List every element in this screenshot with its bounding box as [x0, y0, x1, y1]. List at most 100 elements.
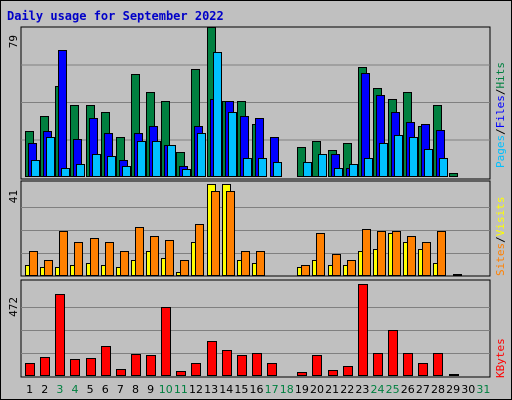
bar-sites-day-4: [74, 242, 83, 276]
bar-sites-day-24: [377, 231, 386, 276]
bar-pages-day-2: [46, 137, 55, 177]
bar-pages-day-3: [61, 168, 70, 177]
bar-kbytes-day-4: [70, 359, 80, 376]
bar-pages-day-17: [273, 162, 282, 177]
x-tick-label-21: 21: [325, 383, 339, 396]
bar-kbytes-day-3: [55, 294, 65, 376]
legend-entry-kbytes: KBytes: [494, 338, 507, 378]
bar-kbytes-day-13: [207, 341, 217, 376]
x-tick-label-3: 3: [56, 383, 63, 396]
bar-kbytes-day-2: [40, 357, 50, 376]
x-tick-label-26: 26: [401, 383, 415, 396]
bar-pages-day-26: [409, 137, 418, 177]
bar-sites-day-13: [211, 191, 220, 276]
x-tick-label-18: 18: [280, 383, 294, 396]
bar-sites-day-25: [392, 231, 401, 276]
x-tick-label-15: 15: [234, 383, 248, 396]
bar-kbytes-day-6: [101, 346, 111, 376]
bars: [25, 27, 462, 376]
bar-pages-day-12: [197, 133, 206, 177]
legend-entry-: /: [494, 128, 507, 135]
bar-pages-day-5: [92, 154, 101, 177]
bar-kbytes-day-14: [222, 350, 232, 376]
x-tick-label-19: 19: [295, 383, 309, 396]
bar-pages-day-9: [152, 141, 161, 177]
bar-pages-day-7: [122, 166, 131, 177]
bar-kbytes-day-11: [176, 371, 186, 376]
x-tick-label-5: 5: [87, 383, 94, 396]
bar-pages-day-4: [76, 164, 85, 177]
bar-sites-day-11: [180, 260, 189, 276]
bar-kbytes-day-16: [252, 353, 262, 376]
bar-sites-day-7: [120, 251, 129, 276]
x-tick-label-7: 7: [117, 383, 124, 396]
bar-sites-day-16: [256, 251, 265, 276]
bar-kbytes-day-9: [146, 355, 156, 376]
bar-sites-day-8: [135, 227, 144, 276]
bar-pages-day-13: [213, 52, 222, 177]
x-tick-label-23: 23: [355, 383, 369, 396]
legend-kbytes: KBytes: [494, 338, 507, 378]
chart-title: Daily usage for September 2022: [7, 9, 224, 23]
legend-entry-visits: Visits: [494, 197, 507, 237]
bar-pages-day-28: [439, 158, 448, 177]
bar-kbytes-day-22: [343, 366, 353, 376]
x-tick-label-31: 31: [476, 383, 490, 396]
bar-kbytes-day-24: [373, 353, 383, 376]
x-tick-label-13: 13: [204, 383, 218, 396]
bar-pages-day-23: [364, 158, 373, 177]
x-tick-label-10: 10: [159, 383, 173, 396]
x-tick-label-4: 4: [71, 383, 78, 396]
bar-pages-day-6: [107, 156, 116, 177]
bar-pages-day-8: [137, 141, 146, 177]
legend-top-text: Pages/Files/Hits: [494, 62, 507, 168]
bar-kbytes-day-28: [433, 353, 443, 376]
x-tick-label-20: 20: [310, 383, 324, 396]
bar-kbytes-day-27: [418, 363, 428, 376]
bar-sites-day-9: [150, 236, 159, 276]
bar-kbytes-day-25: [388, 330, 398, 376]
x-tick-label-30: 30: [461, 383, 475, 396]
bar-kbytes-day-7: [116, 369, 126, 376]
bar-sites-day-5: [90, 238, 99, 276]
bar-pages-day-27: [424, 149, 433, 177]
legend-visits-sites: Sites/Visits: [494, 197, 507, 277]
legend-entry-sites: Sites: [494, 243, 507, 276]
bar-pages-day-1: [31, 160, 40, 177]
bar-kbytes-day-15: [237, 355, 247, 376]
bar-files-day-3: [58, 50, 67, 177]
bar-kbytes-day-8: [131, 354, 141, 376]
x-tick-label-17: 17: [265, 383, 279, 396]
legend-entry-: /: [494, 89, 507, 96]
bar-pages-day-22: [349, 164, 358, 177]
legend-mid-text: Sites/Visits: [494, 197, 507, 277]
bar-sites-day-23: [362, 229, 371, 276]
bar-pages-day-11: [182, 169, 191, 177]
bar-pages-day-19: [303, 162, 312, 177]
x-axis-labels: 1 2 3 4 5 6 7 8 9 10 11 12 13 14 15 16 17 18 19 20 21 22 23 24 2…: [26, 383, 490, 396]
x-tick-label-2: 2: [41, 383, 48, 396]
bar-sites-day-29: [453, 274, 462, 276]
x-tick-label-25: 25: [386, 383, 400, 396]
bar-sites-day-21: [332, 254, 341, 276]
x-tick-label-8: 8: [132, 383, 139, 396]
bar-pages-day-16: [258, 158, 267, 177]
bar-sites-day-27: [422, 242, 431, 276]
bar-kbytes-day-10: [161, 307, 171, 376]
x-tick-label-11: 11: [174, 383, 188, 396]
x-tick-label-22: 22: [340, 383, 354, 396]
bar-pages-day-21: [334, 168, 343, 177]
x-tick-label-1: 1: [26, 383, 33, 396]
bar-sites-day-14: [226, 191, 235, 276]
bar-kbytes-day-1: [25, 363, 35, 376]
bar-sites-day-26: [407, 236, 416, 276]
bar-sites-day-12: [195, 224, 204, 276]
bar-kbytes-day-17: [267, 363, 277, 376]
bar-sites-day-22: [347, 260, 356, 276]
ymax-label-kbytes: 472: [7, 297, 20, 317]
x-tick-label-16: 16: [250, 383, 264, 396]
x-tick-label-14: 14: [219, 383, 233, 396]
bar-sites-day-19: [301, 265, 310, 276]
ymax-label-hits: 79: [7, 35, 20, 48]
bar-kbytes-day-20: [312, 355, 322, 376]
